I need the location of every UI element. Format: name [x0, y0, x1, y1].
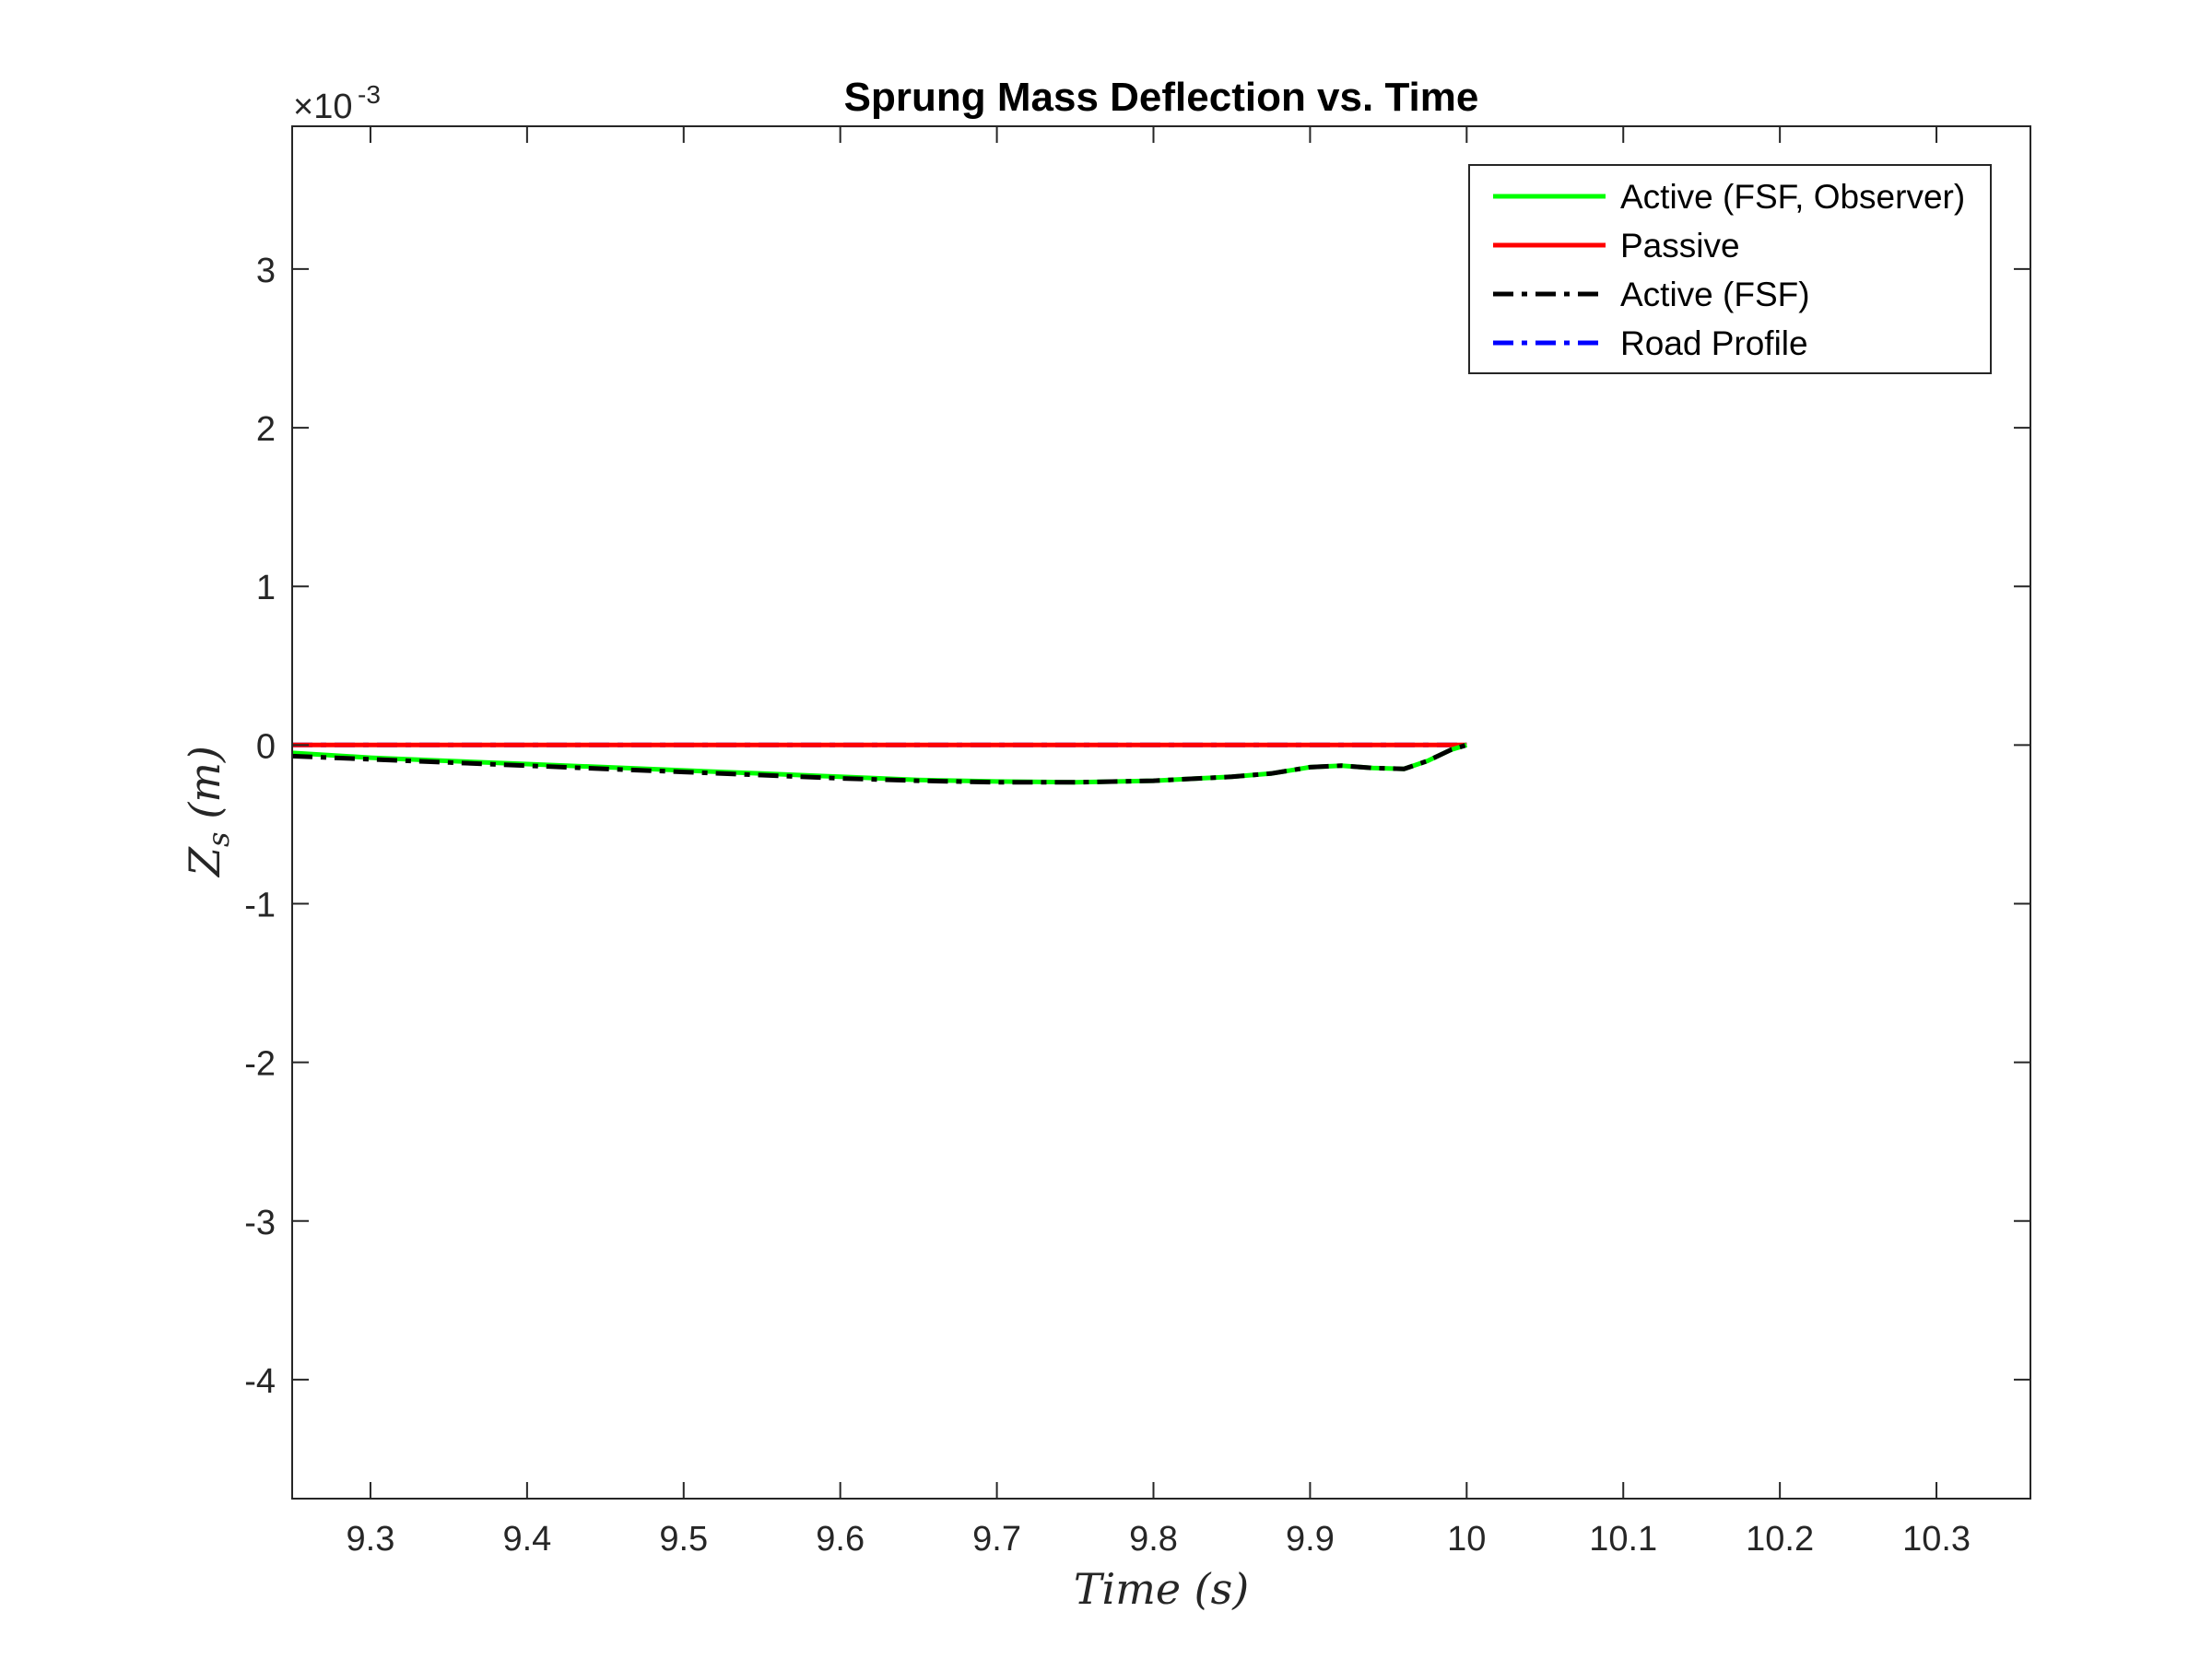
- series-layer: [292, 742, 1468, 785]
- y-tick-label: -2: [244, 1045, 276, 1084]
- legend: Active (FSF, Observer) Passive Active (FSF…: [1468, 164, 1992, 374]
- y-tick-label: -1: [244, 886, 276, 924]
- y-axis-label: Zs (m): [180, 746, 236, 878]
- ticks-layer: [292, 126, 2030, 1499]
- x-tick-label: 10: [1447, 1520, 1486, 1559]
- legend-label: Road Profile: [1620, 324, 1808, 362]
- x-tick-label: 9.5: [659, 1520, 708, 1559]
- x-tick-label: 9.7: [972, 1520, 1021, 1559]
- plot-frame: [291, 125, 2031, 1500]
- legend-label: Passive: [1620, 227, 1740, 265]
- x-axis-label: Time (s): [1074, 1564, 1249, 1614]
- y-axis-label-base: Z: [180, 846, 229, 878]
- y-tick-label: 1: [256, 569, 276, 607]
- x-tick-label: 9.9: [1286, 1520, 1335, 1559]
- chart-title: Sprung Mass Deflection vs. Time: [844, 75, 1479, 120]
- x-tick-label: 10.3: [1902, 1520, 1971, 1559]
- y-tick-label: 3: [256, 252, 276, 290]
- x-tick-label: 9.6: [816, 1520, 865, 1559]
- y-tick-label: -3: [244, 1204, 276, 1242]
- y-tick-label: -4: [244, 1362, 276, 1401]
- x-tick-label: 9.3: [347, 1520, 395, 1559]
- x-tick-labels: 9.3 9.4 9.5 9.6 9.7 9.8 9.9 10 10.1 10.2 10.3: [347, 1520, 1971, 1559]
- svg-text:Zs(m): Zs (m): [180, 746, 236, 878]
- legend-box: [1468, 164, 1992, 374]
- x-tick-label: 10.1: [1589, 1520, 1657, 1559]
- y-exponent-label: ×10 -3: [293, 80, 381, 126]
- series-line-active-fsf: [292, 742, 1468, 785]
- x-tick-label: 9.4: [502, 1520, 551, 1559]
- y-axis-label-subscript: s: [201, 832, 236, 847]
- y-tick-label: 0: [256, 727, 276, 766]
- y-exponent-base: ×10: [293, 88, 352, 126]
- legend-label: Active (FSF, Observer): [1620, 178, 1965, 216]
- y-tick-labels: -4 -3 -2 -1 0 1 2 3: [244, 252, 276, 1401]
- y-exponent-power: -3: [358, 80, 381, 109]
- x-tick-label: 10.2: [1746, 1520, 1814, 1559]
- x-tick-label: 9.8: [1129, 1520, 1178, 1559]
- y-axis-label-unit: (m): [180, 746, 229, 819]
- legend-label: Active (FSF): [1620, 276, 1810, 313]
- y-tick-label: 2: [256, 410, 276, 449]
